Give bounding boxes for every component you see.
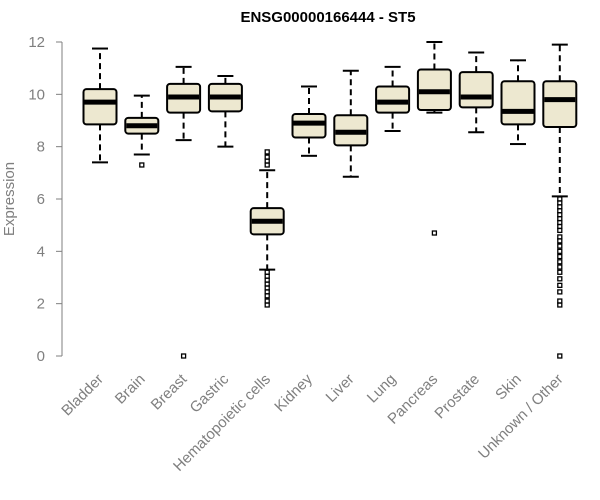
outlier-point bbox=[557, 276, 563, 282]
outlier-point bbox=[557, 259, 563, 265]
box-brain bbox=[124, 94, 160, 168]
outlier-point bbox=[557, 282, 563, 289]
box-pancreas bbox=[416, 41, 452, 236]
outlier-point bbox=[264, 293, 270, 299]
x-tick-label: Breast bbox=[148, 370, 191, 413]
outlier-point bbox=[557, 248, 563, 254]
box-liver bbox=[333, 69, 369, 178]
outlier-point bbox=[557, 264, 563, 270]
x-tick-label: Lung bbox=[364, 371, 400, 407]
iqr-box bbox=[500, 80, 536, 126]
y-tick-label: 10 bbox=[28, 86, 45, 103]
outlier-point bbox=[264, 302, 270, 308]
x-tick-label: Bladder bbox=[58, 371, 107, 420]
y-tick-label: 6 bbox=[37, 191, 45, 208]
box-series bbox=[82, 41, 578, 359]
outlier-point bbox=[557, 253, 563, 260]
box-breast bbox=[166, 65, 202, 359]
box-hematopoietic-cells bbox=[249, 149, 285, 308]
outlier-point bbox=[557, 302, 563, 308]
x-tick-label: Kidney bbox=[271, 370, 316, 415]
box-skin bbox=[500, 59, 536, 146]
box-prostate bbox=[458, 51, 494, 134]
y-tick-label: 4 bbox=[37, 243, 45, 260]
y-tick-label: 2 bbox=[37, 296, 45, 313]
chart-title: ENSG00000166444 - ST5 bbox=[240, 9, 415, 26]
iqr-box bbox=[291, 112, 327, 139]
box-gastric bbox=[207, 75, 243, 148]
box-lung bbox=[375, 65, 411, 132]
iqr-box bbox=[458, 71, 494, 109]
y-tick-label: 0 bbox=[37, 348, 45, 365]
outlier-point bbox=[557, 353, 563, 359]
outlier-point bbox=[264, 162, 270, 168]
iqr-box bbox=[375, 85, 411, 114]
y-tick-label: 12 bbox=[28, 34, 45, 51]
y-axis: 0 2 4 6 8 10 12 bbox=[28, 34, 63, 365]
x-tick-label: Liver bbox=[323, 371, 358, 406]
iqr-box bbox=[82, 88, 118, 126]
outlier-point bbox=[557, 238, 563, 244]
outlier-point bbox=[139, 162, 145, 168]
y-tick-label: 8 bbox=[37, 139, 45, 156]
iqr-box bbox=[542, 80, 578, 129]
outlier-point bbox=[557, 289, 563, 295]
box-bladder bbox=[82, 47, 118, 164]
x-tick-label: Brain bbox=[112, 371, 149, 408]
x-tick-label: Prostate bbox=[431, 371, 483, 423]
outlier-point bbox=[264, 149, 270, 155]
box-kidney bbox=[291, 85, 327, 157]
outlier-point bbox=[180, 353, 187, 359]
outlier-point bbox=[557, 227, 563, 234]
outlier-point bbox=[557, 243, 563, 249]
box-unknown-other bbox=[542, 43, 578, 359]
outlier-point bbox=[431, 230, 438, 236]
y-axis-label: Expression bbox=[1, 162, 18, 236]
x-tick-label: Skin bbox=[492, 371, 525, 404]
outlier-point bbox=[557, 269, 563, 275]
